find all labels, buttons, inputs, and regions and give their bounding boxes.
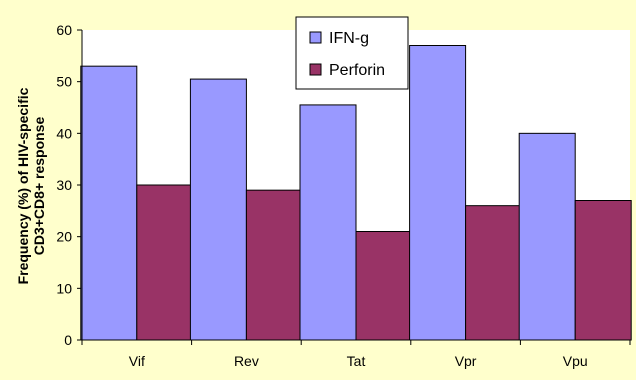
bar-perforin-tat xyxy=(355,231,413,341)
x-axis: Vif Rev Tat Vpr Vpu xyxy=(81,340,631,369)
bar-perforin-rev xyxy=(245,189,303,341)
legend-box xyxy=(295,16,409,90)
bar-ifn-g-vif xyxy=(80,65,138,341)
legend-swatch-ifn-g xyxy=(309,31,322,44)
x-tick-label: Rev xyxy=(234,353,259,369)
y-axis: 0 10 20 30 40 50 60 xyxy=(56,22,82,348)
y-tick-label: 10 xyxy=(56,280,72,296)
bar-ifn-g-vpu xyxy=(518,132,576,341)
y-tick-label: 40 xyxy=(56,125,72,141)
y-tick-label: 20 xyxy=(56,229,72,245)
x-tick-label: Vpu xyxy=(563,353,588,369)
bar-ifn-g-vpr xyxy=(409,45,467,341)
legend-label-ifn-g: IFN-g xyxy=(329,30,369,47)
y-tick-label: 60 xyxy=(56,22,72,38)
bar-perforin-vpr xyxy=(465,205,523,341)
y-tick-label: 50 xyxy=(56,74,72,90)
y-axis-title: Frequency (%) of HIV-specific CD3+CD8+ r… xyxy=(15,87,47,284)
x-tick-label: Vif xyxy=(129,353,145,369)
x-tick-label: Tat xyxy=(347,353,366,369)
y-tick-label: 0 xyxy=(64,332,72,348)
bar-ifn-g-tat xyxy=(299,104,357,341)
legend-label-perforin: Perforin xyxy=(329,62,385,79)
y-axis-title-line-2: CD3+CD8+ response xyxy=(31,117,47,256)
y-axis-title-line-1: Frequency (%) of HIV-specific xyxy=(15,87,31,284)
legend-swatch-perforin xyxy=(309,63,322,76)
y-tick-label: 30 xyxy=(56,177,72,193)
legend: IFN-g Perforin xyxy=(295,16,409,90)
x-tick-label: Vpr xyxy=(455,353,477,369)
bar-ifn-g-rev xyxy=(189,78,247,341)
bar-perforin-vif xyxy=(136,184,194,341)
bar-perforin-vpu xyxy=(574,200,632,341)
